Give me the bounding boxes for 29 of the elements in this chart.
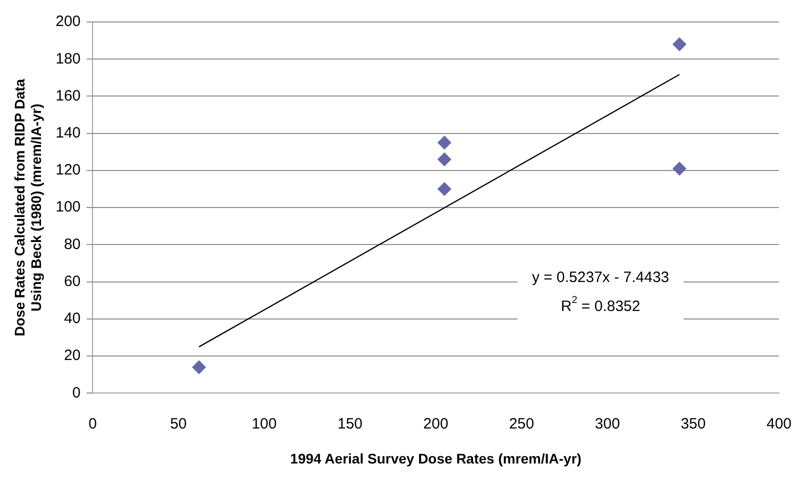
point xyxy=(437,182,452,196)
point xyxy=(672,162,686,176)
point xyxy=(437,136,452,150)
x-tick-label: 300 xyxy=(594,415,620,432)
y-tick-label: 120 xyxy=(56,162,81,179)
x-tick-label: 250 xyxy=(509,415,534,432)
point xyxy=(437,152,452,166)
point xyxy=(672,37,686,52)
x-tick-label: 150 xyxy=(338,415,363,432)
y-tick-label: 80 xyxy=(64,236,81,253)
point xyxy=(192,360,206,374)
x-tick-label: 100 xyxy=(252,415,277,432)
y-tick-label: 200 xyxy=(56,13,81,30)
y-tick-label: 160 xyxy=(56,87,81,104)
y-tick-label: 140 xyxy=(56,124,81,142)
y-tick-label: 40 xyxy=(64,310,81,328)
x-tick-label: 0 xyxy=(88,415,97,432)
y-tick-label: 100 xyxy=(56,198,81,216)
x-axis-title: 1994 Aerial Survey Dose Rates (mrem/IA-yr) xyxy=(290,450,582,466)
y-axis-title: Dose Rates Calculated from RIDP Data Using Beck (1980) (mrem/IA-yr) xyxy=(11,78,44,336)
y-tick-label: 0 xyxy=(72,384,81,402)
y-tick-label: 60 xyxy=(64,272,81,290)
x-tick-label: 50 xyxy=(170,415,187,432)
y-tick-label: 20 xyxy=(64,347,81,364)
x-tick-label: 200 xyxy=(423,415,448,432)
y-tick-label: 180 xyxy=(56,50,81,68)
x-tick-label: 400 xyxy=(766,415,792,432)
annotation: y = 0.5237x - 7.4433 xyxy=(532,269,670,286)
x-tick-label: 350 xyxy=(680,415,706,432)
